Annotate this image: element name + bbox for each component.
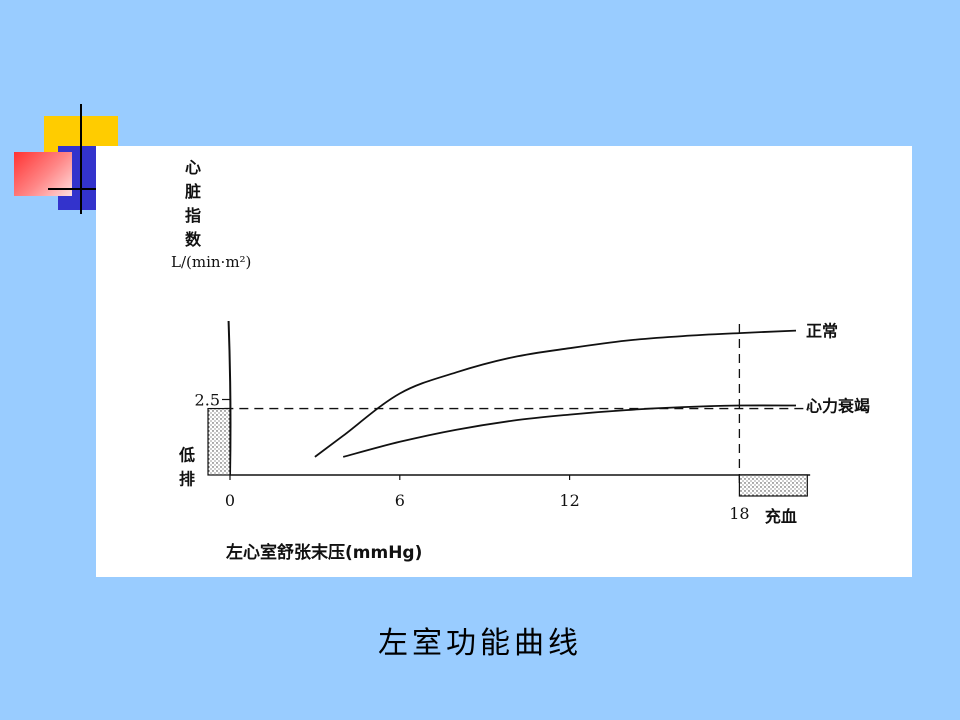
y-axis-unit: L/(min·m²) [171,253,251,271]
congestion-label: 充血 [765,507,797,526]
y-axis-label-char: 心 [185,158,201,177]
chart-panel: 2.5 0 6 12 18 心脏指数 L/(min·m²) 左心室舒张末压(mmHg) 低排充血… [96,146,912,577]
x-axis-label: 左心室舒张末压(mmHg) [226,542,422,563]
y-axis-label-char: 指 [185,206,201,225]
x-tick-label: 12 [559,491,579,510]
y-tick-label: 2.5 [195,391,220,410]
x-tick-label: 18 [729,504,749,523]
y-axis-label-char: 数 [185,230,202,249]
low-output-region [207,407,231,476]
normal-curve [314,329,797,458]
decor-vertical-line [80,104,82,214]
slide-caption: 左室功能曲线 [378,626,582,661]
x-tick-label: 0 [225,491,235,510]
congestion-region [738,474,808,497]
heart-failure-curve [342,404,797,458]
low-output-label-char: 低 [178,446,195,465]
heart-failure-curve-label: 心力衰竭 [806,397,870,416]
normal-curve-label: 正常 [806,322,838,341]
y-axis-label-char: 脏 [185,182,201,201]
low-output-label-char: 排 [179,470,195,489]
x-tick-label: 6 [395,491,405,510]
decor-horizontal-line [48,188,100,190]
